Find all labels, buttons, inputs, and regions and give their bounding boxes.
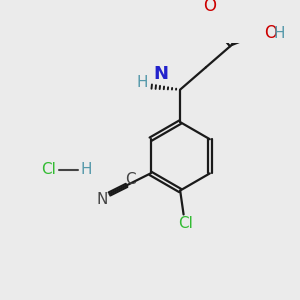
Text: Cl: Cl xyxy=(178,216,193,231)
Text: C: C xyxy=(125,172,135,187)
Text: N: N xyxy=(97,192,108,207)
Text: H: H xyxy=(273,26,285,40)
Text: H: H xyxy=(80,163,92,178)
Text: H: H xyxy=(137,75,148,90)
Text: O: O xyxy=(204,0,217,15)
Text: O: O xyxy=(264,24,277,42)
Text: Cl: Cl xyxy=(41,163,56,178)
Text: N: N xyxy=(153,65,168,83)
